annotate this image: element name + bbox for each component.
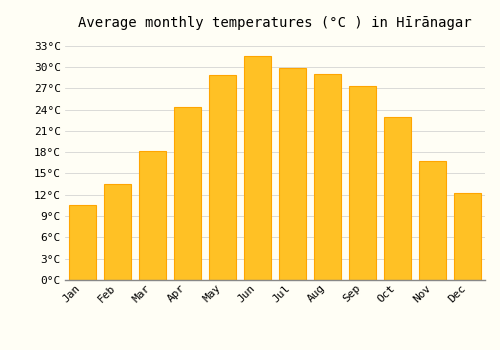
Bar bbox=[420, 161, 446, 280]
Bar bbox=[104, 184, 130, 280]
Bar bbox=[174, 107, 201, 280]
Bar bbox=[70, 205, 96, 280]
Bar bbox=[280, 68, 305, 280]
Bar bbox=[314, 74, 340, 280]
Bar bbox=[350, 86, 376, 280]
Bar bbox=[140, 151, 166, 280]
Bar bbox=[384, 117, 410, 280]
Bar bbox=[454, 193, 480, 280]
Bar bbox=[210, 76, 236, 280]
Title: Average monthly temperatures (°C ) in Hīrānagar: Average monthly temperatures (°C ) in Hī… bbox=[78, 16, 472, 30]
Bar bbox=[244, 56, 270, 280]
